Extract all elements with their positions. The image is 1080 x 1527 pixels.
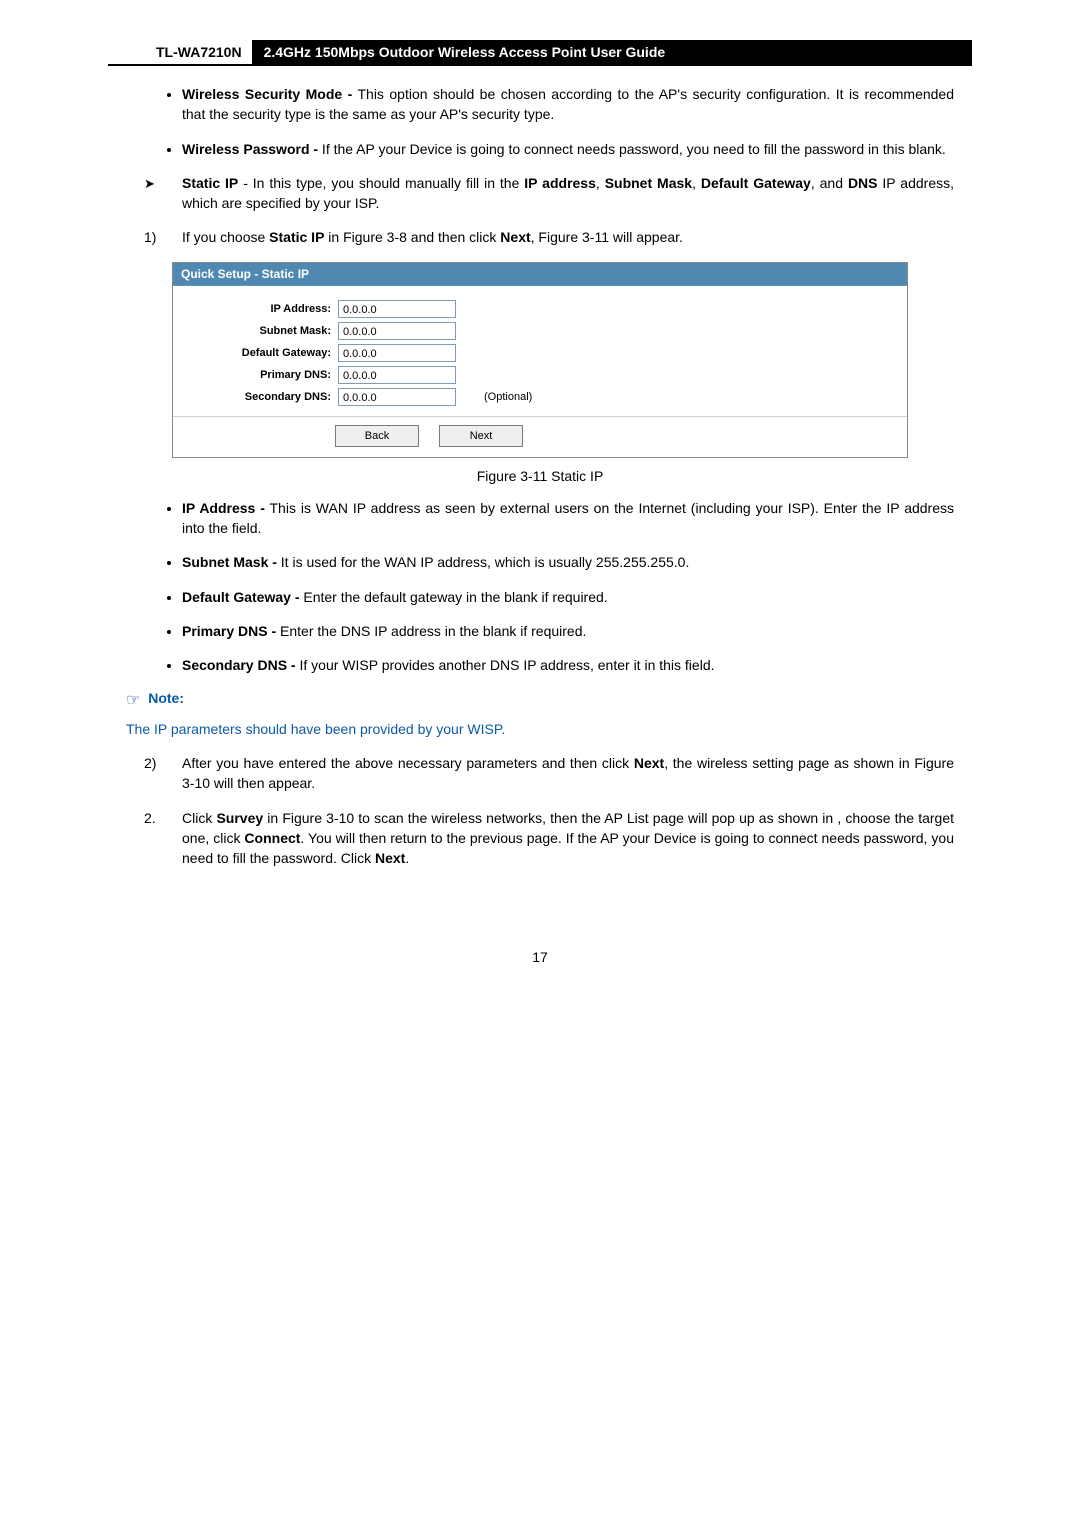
- row-ip-address: IP Address: 0.0.0.0: [183, 300, 897, 318]
- label: Primary DNS:: [183, 369, 338, 381]
- bullet-ip-address: IP Address - This is WAN IP address as s…: [182, 498, 954, 539]
- t: Default Gateway: [701, 175, 811, 191]
- step-list-2: 2) After you have entered the above nece…: [126, 753, 954, 794]
- step-list: 1) If you choose Static IP in Figure 3-8…: [126, 227, 954, 247]
- panel-title: Quick Setup - Static IP: [173, 263, 907, 286]
- bullet-default-gateway: Default Gateway - Enter the default gate…: [182, 587, 954, 607]
- desc: If your WISP provides another DNS IP add…: [296, 657, 715, 673]
- doc-title: 2.4GHz 150Mbps Outdoor Wireless Access P…: [252, 40, 972, 64]
- term: Static IP: [182, 175, 238, 191]
- primary-dns-input[interactable]: 0.0.0.0: [338, 366, 456, 384]
- term: Subnet Mask -: [182, 554, 277, 570]
- label: Default Gateway:: [183, 347, 338, 359]
- page-content: Wireless Security Mode - This option sho…: [108, 84, 972, 869]
- term: IP Address -: [182, 500, 265, 516]
- note-text: The IP parameters should have been provi…: [126, 720, 954, 740]
- t: , and: [811, 175, 848, 191]
- marker: 1): [144, 227, 156, 247]
- note-heading: ☞ Note:: [126, 690, 954, 710]
- t: If you choose: [182, 229, 269, 245]
- term: Secondary DNS -: [182, 657, 296, 673]
- t: Click: [182, 810, 216, 826]
- t: IP address: [524, 175, 596, 191]
- main-step-2: 2. Click Survey in Figure 3-10 to scan t…: [144, 808, 954, 869]
- bullet-wireless-password: Wireless Password - If the AP your Devic…: [182, 139, 954, 159]
- button-row: Back Next: [173, 417, 907, 457]
- desc: It is used for the WAN IP address, which…: [277, 554, 689, 570]
- secondary-dns-input[interactable]: 0.0.0.0: [338, 388, 456, 406]
- marker: 2.: [144, 808, 156, 828]
- row-primary-dns: Primary DNS: 0.0.0.0: [183, 366, 897, 384]
- next-button[interactable]: Next: [439, 425, 523, 447]
- t: Connect: [244, 830, 300, 846]
- desc: Enter the DNS IP address in the blank if…: [276, 623, 586, 639]
- t: ,: [692, 175, 701, 191]
- t: .: [405, 850, 409, 866]
- t: in Figure 3-8 and then click: [324, 229, 500, 245]
- step-list-main: 2. Click Survey in Figure 3-10 to scan t…: [126, 808, 954, 869]
- page-number: 17: [108, 949, 972, 965]
- static-ip-desc: Static IP - In this type, you should man…: [144, 173, 954, 214]
- security-bullets: Wireless Security Mode - This option sho…: [126, 84, 954, 159]
- term: Primary DNS -: [182, 623, 276, 639]
- t: Next: [500, 229, 530, 245]
- desc: This is WAN IP address as seen by extern…: [182, 500, 954, 536]
- label: Subnet Mask:: [183, 325, 338, 337]
- bullet-secondary-dns: Secondary DNS - If your WISP provides an…: [182, 655, 954, 675]
- row-default-gateway: Default Gateway: 0.0.0.0: [183, 344, 897, 362]
- t: Next: [375, 850, 405, 866]
- t: Subnet Mask: [605, 175, 692, 191]
- t: After you have entered the above necessa…: [182, 755, 634, 771]
- default-gateway-input[interactable]: 0.0.0.0: [338, 344, 456, 362]
- subnet-mask-input[interactable]: 0.0.0.0: [338, 322, 456, 340]
- marker: 2): [144, 753, 156, 773]
- t: Next: [634, 755, 664, 771]
- step-1: 1) If you choose Static IP in Figure 3-8…: [144, 227, 954, 247]
- optional-label: (Optional): [456, 391, 532, 403]
- t: Survey: [216, 810, 263, 826]
- row-secondary-dns: Secondary DNS: 0.0.0.0 (Optional): [183, 388, 897, 406]
- t: , Figure 3-11 will appear.: [531, 229, 683, 245]
- sub-step-2: 2) After you have entered the above nece…: [144, 753, 954, 794]
- label: IP Address:: [183, 303, 338, 315]
- desc: Enter the default gateway in the blank i…: [299, 589, 607, 605]
- t: ,: [596, 175, 605, 191]
- doc-header: TL-WA7210N 2.4GHz 150Mbps Outdoor Wirele…: [108, 40, 972, 66]
- note-icon: ☞: [126, 692, 140, 709]
- field-desc-bullets: IP Address - This is WAN IP address as s…: [126, 498, 954, 676]
- figure-caption: Figure 3-11 Static IP: [172, 468, 908, 484]
- figure-static-ip: Quick Setup - Static IP IP Address: 0.0.…: [172, 262, 908, 484]
- term: Wireless Password -: [182, 141, 318, 157]
- desc: If the AP your Device is going to connec…: [318, 141, 946, 157]
- static-ip-item: Static IP - In this type, you should man…: [126, 173, 954, 214]
- bullet-primary-dns: Primary DNS - Enter the DNS IP address i…: [182, 621, 954, 641]
- note-label: Note:: [144, 690, 184, 706]
- term: Default Gateway -: [182, 589, 299, 605]
- quick-setup-panel: Quick Setup - Static IP IP Address: 0.0.…: [172, 262, 908, 458]
- t: - In this type, you should manually fill…: [238, 175, 524, 191]
- term: Wireless Security Mode -: [182, 86, 352, 102]
- model-number: TL-WA7210N: [108, 40, 252, 64]
- back-button[interactable]: Back: [335, 425, 419, 447]
- bullet-wireless-security-mode: Wireless Security Mode - This option sho…: [182, 84, 954, 125]
- row-subnet-mask: Subnet Mask: 0.0.0.0: [183, 322, 897, 340]
- label: Secondary DNS:: [183, 391, 338, 403]
- panel-body: IP Address: 0.0.0.0 Subnet Mask: 0.0.0.0…: [173, 286, 907, 417]
- t: DNS: [848, 175, 878, 191]
- bullet-subnet-mask: Subnet Mask - It is used for the WAN IP …: [182, 552, 954, 572]
- t: Static IP: [269, 229, 324, 245]
- ip-address-input[interactable]: 0.0.0.0: [338, 300, 456, 318]
